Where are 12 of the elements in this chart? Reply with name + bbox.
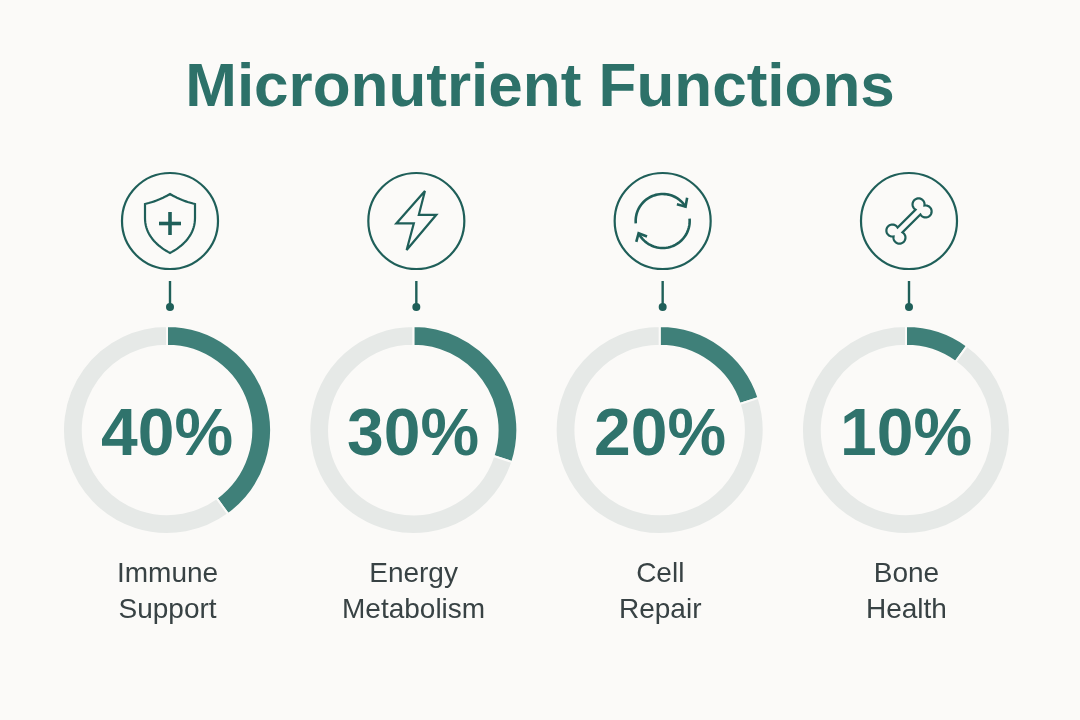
text: 20% [594, 395, 727, 469]
text: 30% [347, 395, 480, 469]
text: 40% [101, 395, 234, 469]
text: Energy Metabolism [342, 557, 486, 625]
text: Micronutrient Functions [185, 49, 895, 119]
donut-slice [554, 325, 765, 535]
text: 10% [840, 395, 973, 469]
text: Immune Support [117, 557, 219, 625]
text: Bone Health [866, 557, 947, 625]
donut-slice [308, 325, 514, 535]
donut-slice [801, 325, 1011, 535]
text: Cell Repair [619, 557, 702, 625]
